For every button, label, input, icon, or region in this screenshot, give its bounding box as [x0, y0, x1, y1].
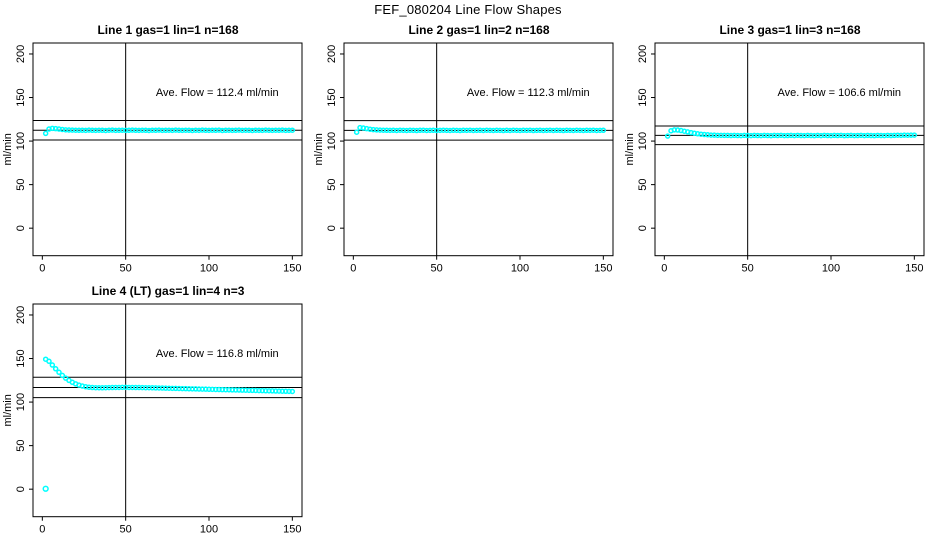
x-axis-tick-label: 100 [822, 263, 840, 275]
y-axis-tick-label: 50 [15, 179, 27, 191]
subplot-1-title: Line 1 gas=1 lin=1 n=168 [97, 23, 239, 37]
data-points [353, 124, 607, 135]
subplot-line-2: Line 2 gas=1 lin=2 n=168 0 50 100 150 0 50 100… [311, 20, 625, 282]
plot-canvas-line-4: 0 50 100 150 0 50 100 150 200 ml/min Ave. Flow = 1… [624, 42, 925, 275]
x-axis-tick-label: 50 [120, 263, 132, 275]
outlier-data-point [42, 485, 49, 492]
plot-box [654, 42, 925, 257]
plot-canvas-line-1: 0 50 100 150 0 50 100 150 200 ml/min Ave. Flow = 1… [2, 42, 303, 275]
subplot-line-3: Line 3 gas=1 lin=3 n=168 0 50 100 150 0 50 100… [622, 20, 936, 282]
x-axis-tick-label: 50 [431, 263, 443, 275]
y-axis-tick-label: 100 [15, 393, 27, 411]
y-axis-tick-label: 50 [637, 179, 649, 191]
plot-canvas-line-2: 0 50 100 150 0 50 100 150 200 ml/min Ave. Flow = 1… [313, 42, 614, 275]
x-axis-tick-label: 150 [905, 263, 923, 275]
x-axis-tick-label: 100 [200, 524, 218, 536]
y-axis-label: ml/min [624, 133, 636, 165]
data-point [353, 129, 360, 135]
data-point [56, 369, 62, 376]
y-axis-tick-label: 100 [326, 132, 338, 150]
y-axis-tick-label: 0 [15, 486, 27, 492]
x-axis-tick-label: 0 [39, 263, 45, 275]
y-axis-tick-label: 0 [637, 225, 649, 231]
y-axis-tick-label: 0 [326, 225, 338, 231]
y-axis-label: ml/min [2, 394, 14, 426]
data-point [49, 362, 56, 368]
data-point [42, 130, 49, 137]
data-point [52, 366, 59, 372]
y-axis-tick-label: 50 [15, 440, 27, 452]
plot-box [343, 42, 614, 257]
subplot-4-title: Line 4 (LT) gas=1 lin=4 n=3 [91, 284, 245, 298]
data-point [664, 133, 671, 139]
y-axis-tick-label: 200 [637, 45, 649, 63]
subplot-line-4-lt: Line 4 (LT) gas=1 lin=4 n=3 0 50 100 150 0 50… [0, 281, 314, 540]
x-axis-tick-label: 0 [661, 263, 667, 275]
y-axis-tick-label: 200 [15, 45, 27, 63]
x-axis-tick-label: 50 [742, 263, 754, 275]
subplot-2-title: Line 2 gas=1 lin=2 n=168 [408, 23, 550, 37]
plot-canvas-line-4-lt: 0 50 100 150 0 50 100 150 200 ml/min Ave. Flow = 1… [2, 303, 303, 536]
data-point [600, 127, 607, 134]
x-axis-tick-label: 50 [120, 524, 132, 536]
x-axis-tick-label: 100 [200, 263, 218, 275]
y-axis-tick-label: 150 [637, 88, 649, 106]
annotation-ave-flow: Ave. Flow = 112.4 ml/min [156, 87, 279, 99]
y-axis-tick-label: 0 [15, 225, 27, 231]
data-points [42, 125, 296, 137]
data-point [46, 358, 52, 365]
x-axis-tick-label: 0 [39, 524, 45, 536]
subplot-line-1: Line 1 gas=1 lin=1 n=168 0 50 100 150 0 50 100… [0, 20, 314, 282]
subplot-3-title: Line 3 gas=1 lin=3 n=168 [719, 23, 861, 37]
y-axis-tick-label: 200 [15, 306, 27, 324]
y-axis-label: ml/min [2, 133, 14, 165]
y-axis-tick-label: 100 [15, 132, 27, 150]
y-axis-label: ml/min [313, 133, 325, 165]
y-axis-tick-label: 200 [326, 45, 338, 63]
data-point [289, 388, 296, 395]
plot-box [32, 303, 303, 518]
x-axis-tick-label: 150 [594, 263, 612, 275]
y-axis-tick-label: 150 [326, 88, 338, 106]
annotation-ave-flow: Ave. Flow = 106.6 ml/min [777, 87, 901, 99]
y-axis-tick-label: 100 [637, 132, 649, 150]
y-axis-tick-label: 150 [15, 88, 27, 106]
data-point [59, 372, 66, 379]
data-points [42, 356, 296, 492]
x-axis-tick-label: 0 [350, 263, 356, 275]
figure-title: FEF_080204 Line Flow Shapes [374, 2, 562, 17]
data-points [664, 127, 918, 139]
data-point [911, 132, 918, 138]
x-axis-tick-label: 100 [511, 263, 529, 275]
annotation-ave-flow: Ave. Flow = 116.8 ml/min [156, 348, 279, 360]
annotation-ave-flow: Ave. Flow = 112.3 ml/min [467, 87, 590, 99]
data-point [289, 127, 296, 133]
y-axis-tick-label: 50 [326, 179, 338, 191]
x-axis-tick-label: 150 [283, 524, 301, 536]
y-axis-tick-label: 150 [15, 349, 27, 367]
plot-box [32, 42, 303, 257]
x-axis-tick-label: 150 [283, 263, 301, 275]
